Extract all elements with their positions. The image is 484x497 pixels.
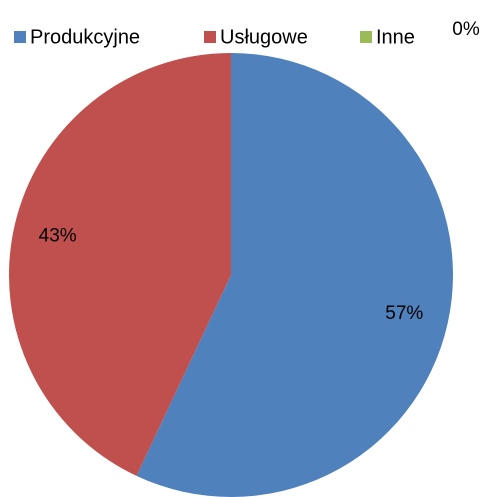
data-label: 43% [39, 225, 77, 246]
data-label: 0% [452, 19, 480, 40]
pie-slice [9, 53, 232, 476]
legend-label: Usługowe [220, 26, 308, 48]
legend-label: Inne [376, 26, 415, 48]
pie-slice [136, 53, 453, 497]
legend-swatch [360, 31, 372, 43]
legend-swatch [14, 31, 26, 43]
legend-label: Produkcyjne [30, 26, 140, 48]
legend-swatch [204, 31, 216, 43]
data-label: 57% [385, 303, 423, 324]
